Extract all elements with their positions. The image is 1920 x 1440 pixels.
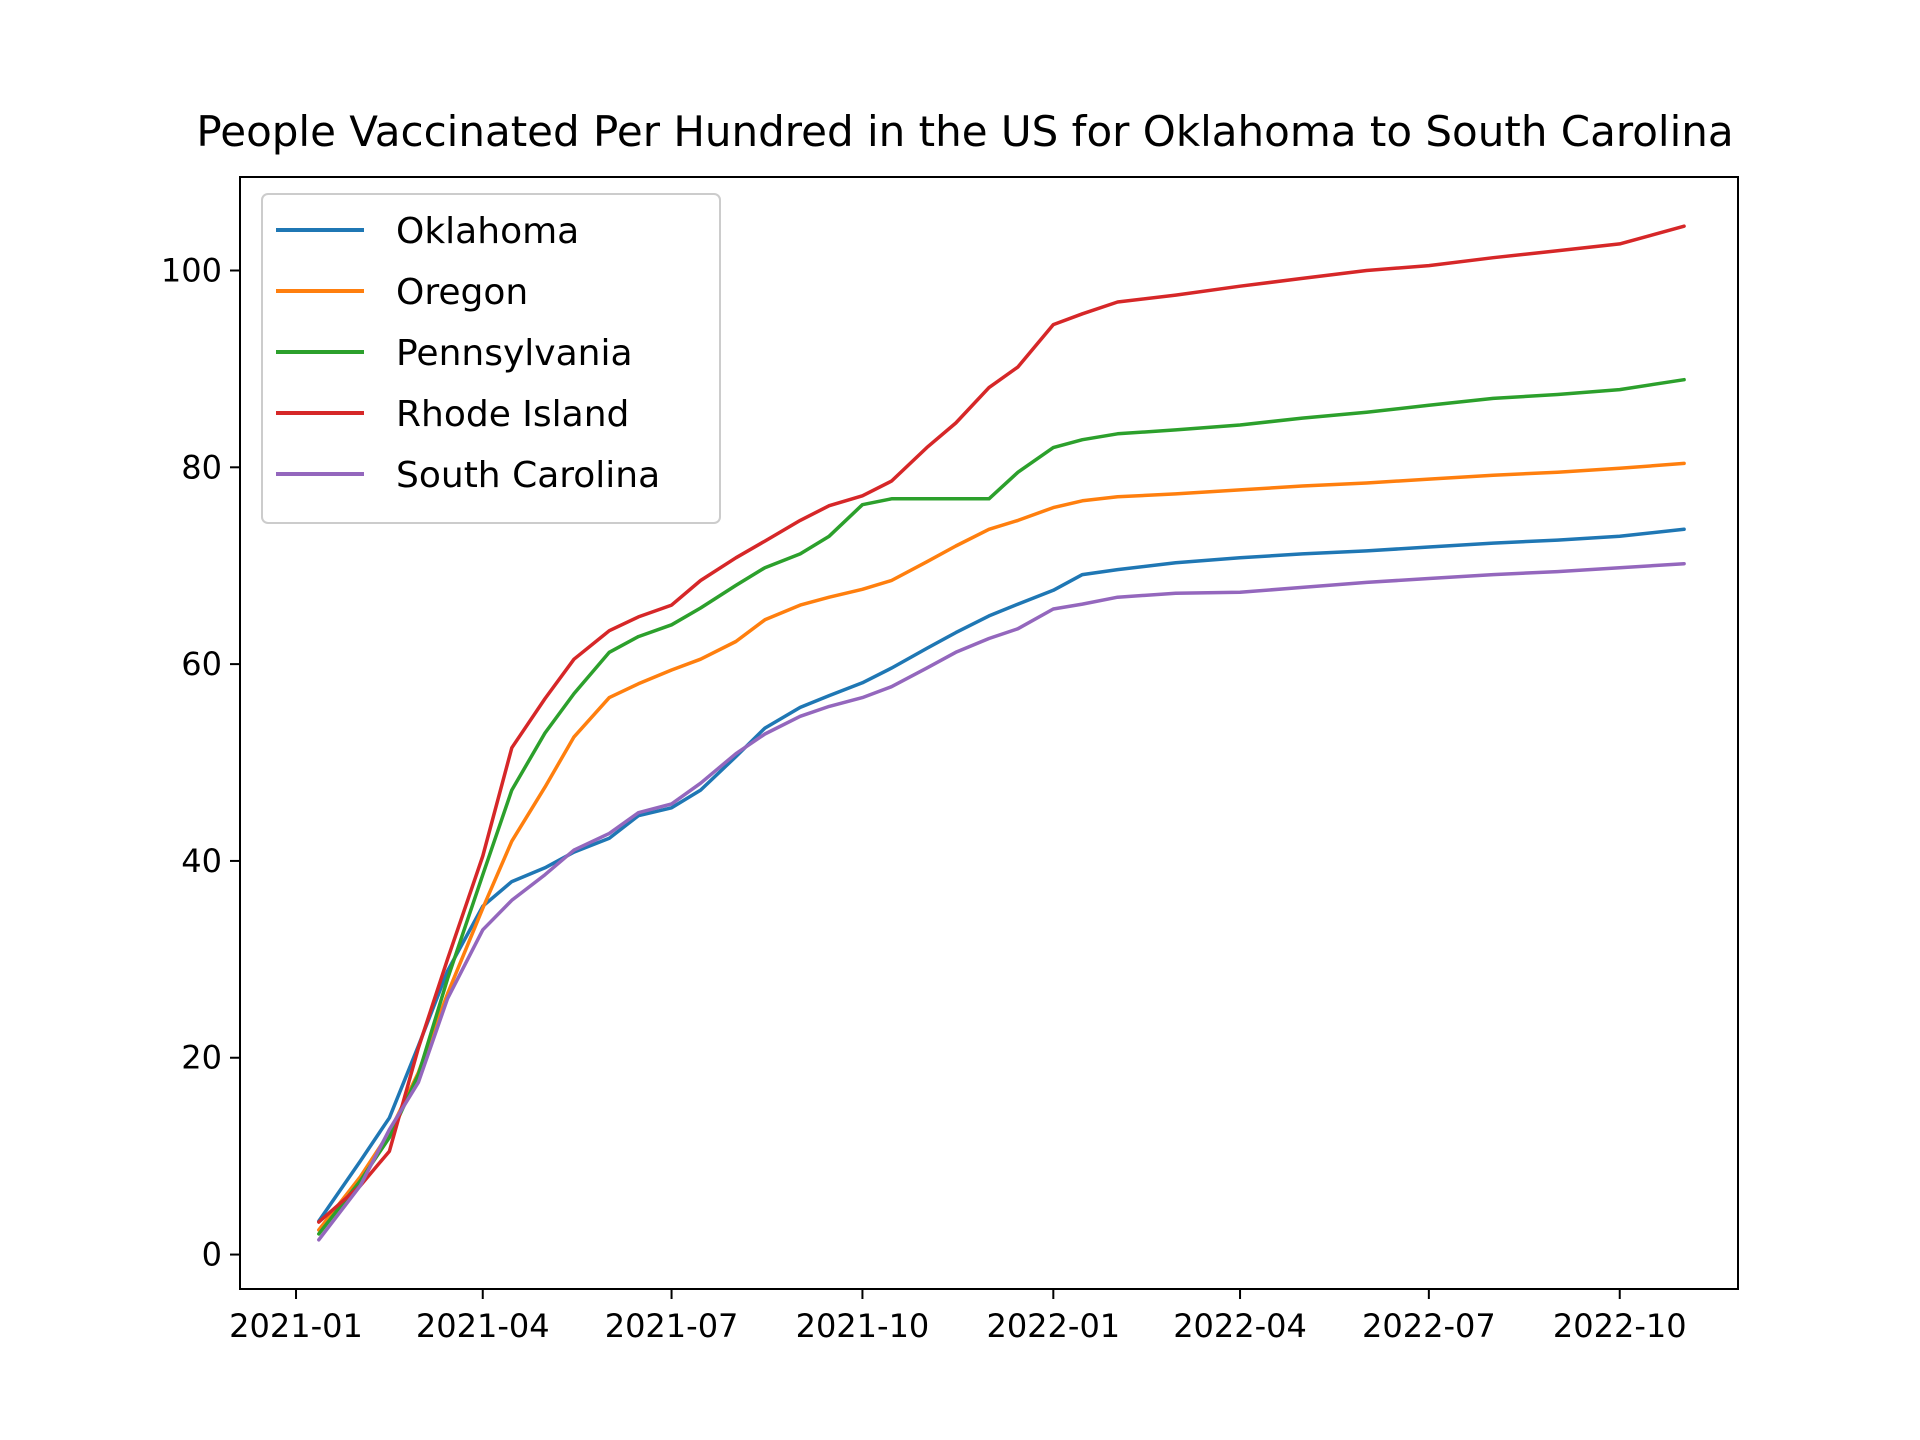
y-axis: 0 20 40 60 80 100	[161, 251, 240, 1274]
y-tick-label: 80	[181, 448, 222, 486]
series-line-oklahoma	[317, 527, 1686, 1223]
x-axis: 2021-01 2021-04 2021-07 2021-10 2022-01 2022-…	[229, 1289, 1687, 1345]
x-tick-label: 2021-04	[416, 1307, 550, 1345]
series-line-pennsylvania	[317, 377, 1686, 1236]
x-tick-label: 2022-01	[986, 1307, 1120, 1345]
y-tick-label: 40	[181, 842, 222, 880]
x-tick-label: 2021-10	[796, 1307, 930, 1345]
x-tick-label: 2021-07	[605, 1307, 739, 1345]
x-tick-label: 2022-04	[1173, 1307, 1307, 1345]
series-line-south-carolina	[317, 561, 1686, 1242]
legend-label: Pennsylvania	[396, 333, 633, 374]
legend-label: Rhode Island	[396, 394, 629, 435]
x-tick-label: 2022-10	[1553, 1307, 1687, 1345]
y-tick-label: 100	[161, 251, 222, 289]
y-tick-label: 20	[181, 1039, 222, 1077]
chart-title: People Vaccinated Per Hundred in the US …	[196, 107, 1733, 156]
legend-label: Oklahoma	[396, 211, 579, 252]
x-tick-label: 2021-01	[229, 1307, 363, 1345]
y-tick-label: 60	[181, 645, 222, 683]
series-layer	[317, 224, 1686, 1242]
series-line-rhode-island	[317, 224, 1686, 1224]
legend: Oklahoma Oregon Pennsylvania Rhode Island So…	[261, 193, 721, 524]
x-tick-label: 2022-07	[1362, 1307, 1496, 1345]
legend-label: South Carolina	[396, 455, 660, 496]
legend-box	[261, 193, 721, 524]
series-line-oregon	[317, 461, 1686, 1232]
legend-label: Oregon	[396, 272, 528, 313]
y-tick-label: 0	[202, 1236, 222, 1274]
